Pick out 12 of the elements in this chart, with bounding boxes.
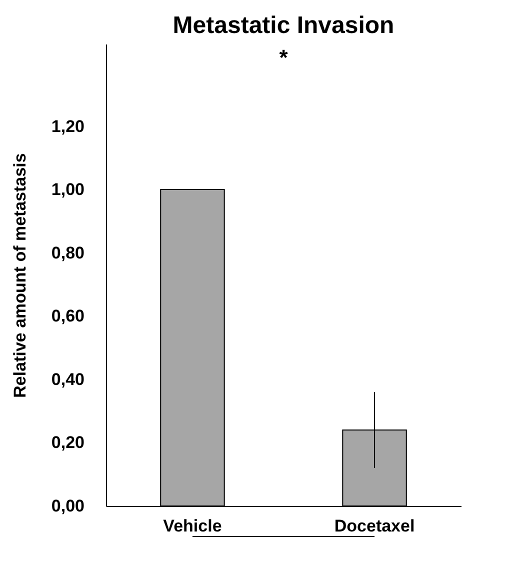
x-tick-label: Vehicle <box>163 516 222 536</box>
y-tick-label: 0,80 <box>51 243 84 262</box>
y-tick-label: 0,20 <box>51 433 84 452</box>
y-tick-label: 0,40 <box>51 370 84 389</box>
x-tick-label: Docetaxel <box>334 516 415 536</box>
annotation: * <box>279 45 288 70</box>
y-tick-label: 0,60 <box>51 306 84 326</box>
chart-title: Metastatic Invasion <box>172 12 394 39</box>
y-tick-label: 1,00 <box>51 180 84 200</box>
y-axis-title: Relative amount of metastasis <box>10 153 30 398</box>
y-tick-label: 1,20 <box>51 116 84 136</box>
y-tick-label: 0,00 <box>51 496 84 516</box>
